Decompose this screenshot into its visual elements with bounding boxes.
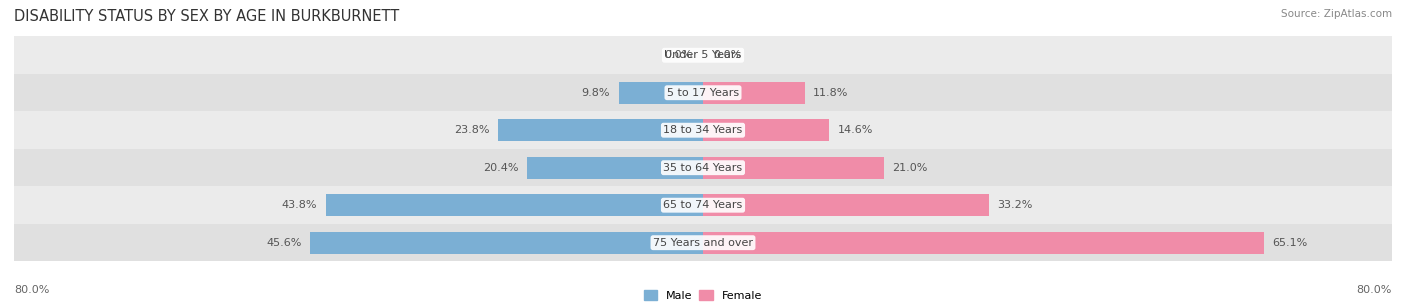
Text: 23.8%: 23.8% (454, 125, 489, 135)
Bar (14, 149, 1392, 186)
Text: 11.8%: 11.8% (813, 88, 849, 98)
Bar (703, 119, 828, 141)
Text: 0.0%: 0.0% (665, 50, 693, 60)
Bar (326, 194, 703, 216)
Bar (703, 232, 1264, 254)
Text: 14.6%: 14.6% (838, 125, 873, 135)
Text: Under 5 Years: Under 5 Years (665, 50, 741, 60)
Text: 75 Years and over: 75 Years and over (652, 238, 754, 248)
Bar (527, 157, 703, 178)
Text: 20.4%: 20.4% (484, 163, 519, 173)
Bar (14, 224, 1392, 261)
Bar (703, 194, 988, 216)
Bar (14, 186, 1392, 224)
Text: 43.8%: 43.8% (281, 200, 318, 210)
Text: 45.6%: 45.6% (266, 238, 302, 248)
Text: 65.1%: 65.1% (1272, 238, 1308, 248)
Legend: Male, Female: Male, Female (640, 286, 766, 304)
Bar (703, 82, 804, 104)
Text: 21.0%: 21.0% (893, 163, 928, 173)
Text: 9.8%: 9.8% (582, 88, 610, 98)
Text: DISABILITY STATUS BY SEX BY AGE IN BURKBURNETT: DISABILITY STATUS BY SEX BY AGE IN BURKB… (14, 9, 399, 24)
Bar (14, 74, 1392, 112)
Text: 18 to 34 Years: 18 to 34 Years (664, 125, 742, 135)
Text: 35 to 64 Years: 35 to 64 Years (664, 163, 742, 173)
Bar (14, 112, 1392, 149)
Text: 5 to 17 Years: 5 to 17 Years (666, 88, 740, 98)
Text: 80.0%: 80.0% (1357, 285, 1392, 295)
Bar (619, 82, 703, 104)
Text: Source: ZipAtlas.com: Source: ZipAtlas.com (1281, 9, 1392, 19)
Text: 65 to 74 Years: 65 to 74 Years (664, 200, 742, 210)
Bar (498, 119, 703, 141)
Text: 33.2%: 33.2% (997, 200, 1033, 210)
Bar (311, 232, 703, 254)
Text: 0.0%: 0.0% (713, 50, 741, 60)
Bar (14, 36, 1392, 74)
Text: 80.0%: 80.0% (14, 285, 49, 295)
Bar (703, 157, 884, 178)
